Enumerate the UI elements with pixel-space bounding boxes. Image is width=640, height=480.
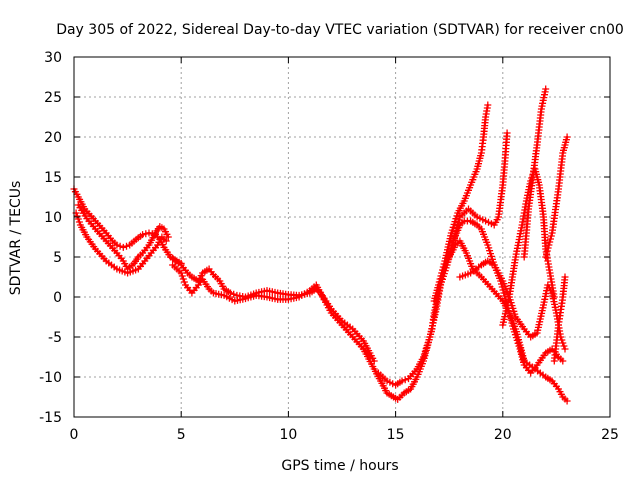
y-tick-label: -5 — [48, 330, 62, 346]
series-arc-3 — [74, 201, 172, 273]
series-markers — [167, 253, 378, 365]
x-tick-label: 10 — [279, 427, 297, 443]
series-markers — [520, 85, 550, 261]
series-arc-2 — [72, 209, 170, 277]
y-tick-label: 20 — [44, 130, 62, 146]
y-tick-label: -15 — [39, 410, 62, 426]
y-axis-label: SDTVAR / TECUs — [8, 181, 24, 296]
series-markers — [550, 273, 569, 365]
y-tick-label: 30 — [44, 50, 62, 66]
plot-frame — [73, 56, 611, 418]
axes — [73, 56, 611, 418]
series-arc-5 — [169, 261, 374, 361]
y-tick-label: -10 — [39, 370, 62, 386]
series-arc-8 — [430, 101, 492, 305]
series-arc-14 — [550, 273, 569, 365]
series-arc-12 — [520, 85, 550, 261]
series-arc-4 — [167, 253, 378, 365]
series-markers — [430, 101, 492, 305]
series-markers — [74, 201, 172, 273]
x-tick-label: 0 — [70, 427, 79, 443]
y-tick-label: 0 — [53, 290, 62, 306]
series-markers — [169, 261, 374, 361]
series-markers — [542, 133, 571, 261]
y-tick-label: 5 — [53, 250, 62, 266]
series-arc-13 — [542, 133, 571, 261]
series-markers — [72, 209, 170, 277]
series-arc-9 — [445, 129, 511, 261]
y-tick-labels: -15 -10 -5 0 5 10 15 20 25 30 — [39, 50, 62, 426]
series-line — [377, 219, 564, 387]
grid — [74, 57, 610, 417]
y-tick-label: 10 — [44, 210, 62, 226]
x-tick-label: 20 — [494, 427, 512, 443]
x-tick-label: 5 — [177, 427, 186, 443]
x-tick-label: 15 — [387, 427, 405, 443]
x-axis-label: GPS time / hours — [281, 458, 398, 474]
series-markers — [445, 129, 511, 261]
plot-area — [70, 85, 571, 405]
chart-title: Day 305 of 2022, Sidereal Day-to-day VTE… — [56, 22, 624, 38]
x-tick-labels: 0 5 10 15 20 25 — [70, 427, 619, 443]
y-tick-label: 25 — [44, 90, 62, 106]
x-tick-label: 25 — [601, 427, 619, 443]
y-tick-label: 15 — [44, 170, 62, 186]
